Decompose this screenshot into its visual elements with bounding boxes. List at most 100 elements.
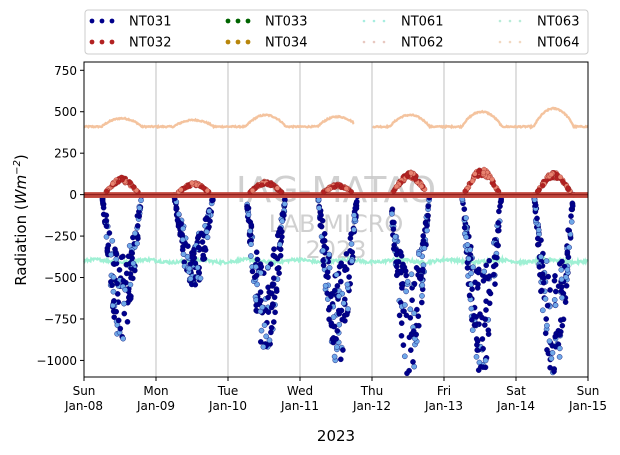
series-NT031-point xyxy=(559,322,566,329)
series-NT032-point xyxy=(184,184,190,190)
series-NT031-point xyxy=(558,276,565,283)
series-NT031-point xyxy=(110,302,116,309)
series-NT031-point xyxy=(187,275,194,282)
series-NT031-point xyxy=(480,345,486,352)
series-NT031-point xyxy=(265,294,271,301)
series-NT031-point xyxy=(185,243,191,249)
grid xyxy=(155,62,517,377)
series-NT032-point xyxy=(413,176,419,182)
series-NT032-point xyxy=(408,170,414,176)
series-NT031-point xyxy=(175,211,182,217)
series-NT031-point xyxy=(128,274,134,281)
legend-entry-nt033: NT033 xyxy=(225,15,307,30)
series-NT031-point xyxy=(418,299,425,306)
series-NT031-point xyxy=(202,247,209,253)
series-NT031-point xyxy=(568,218,575,225)
series-NT031-point xyxy=(551,297,558,303)
series-NT031-point xyxy=(180,225,186,232)
series-NT031-point xyxy=(492,281,498,287)
y-tick-label: −1000 xyxy=(36,354,77,368)
legend-label: NT033 xyxy=(265,15,307,30)
legend-marker xyxy=(89,18,95,24)
legend-entry-nt032: NT032 xyxy=(89,36,171,51)
series-NT031-point xyxy=(128,249,135,256)
legend-marker xyxy=(372,40,376,44)
series-NT031-point xyxy=(192,281,199,288)
series-NT031-point xyxy=(253,263,259,270)
series-NT032-point xyxy=(391,188,397,195)
series-NT031-point xyxy=(475,269,482,276)
series-NT032-point xyxy=(462,188,468,194)
x-tick-label-day: Sun xyxy=(577,384,600,398)
series-NT031-point xyxy=(265,284,271,291)
series-NT031-point xyxy=(415,313,422,320)
series-NT032-point xyxy=(274,185,280,191)
series-NT031-point xyxy=(472,322,479,328)
series-NT031-point xyxy=(281,201,288,207)
series-NT031-point xyxy=(260,344,267,350)
x-tick-label-date: Jan-14 xyxy=(496,399,535,413)
series-NT031-point xyxy=(113,308,119,315)
series-NT031-point xyxy=(113,251,120,258)
y-tick-label: −250 xyxy=(44,230,77,244)
series-NT031-point xyxy=(258,263,265,270)
x-tick-label-date: Jan-09 xyxy=(136,399,175,413)
series-NT031-point xyxy=(334,344,340,350)
legend-marker xyxy=(498,19,502,23)
series-NT032-point xyxy=(204,188,210,194)
series-NT031-point xyxy=(411,280,418,287)
series-NT031-point xyxy=(565,254,572,261)
legend-marker xyxy=(382,40,386,44)
series-NT031-point xyxy=(248,222,255,228)
series-NT031-point xyxy=(138,197,144,204)
legend-marker xyxy=(382,19,386,23)
series-NT031-point xyxy=(480,277,487,284)
legend-marker xyxy=(362,40,366,44)
series-NT032-point xyxy=(249,187,256,194)
y-axis: −1000 −750 −500 −250 0 250 500 750 xyxy=(36,64,84,368)
series-NT031-point xyxy=(535,241,542,248)
series-NT032-point xyxy=(535,188,541,194)
series-NT031-point xyxy=(130,260,137,267)
series-NT031-point xyxy=(352,205,359,211)
series-NT031-point xyxy=(389,210,395,217)
series-NT062-line xyxy=(372,106,589,130)
series-NT031-point xyxy=(421,245,428,251)
legend-marker xyxy=(89,39,95,45)
series-NT031-point xyxy=(398,332,405,339)
series-NT031-point xyxy=(551,277,558,284)
series-NT031-point xyxy=(115,317,122,324)
series-NT031-point xyxy=(272,309,278,316)
series-NT031-point xyxy=(270,275,277,282)
legend-entry-nt031: NT031 xyxy=(89,15,171,30)
series-NT031-point xyxy=(552,333,559,340)
series-NT031-point xyxy=(465,255,472,262)
series-NT031-point xyxy=(531,196,538,203)
legend-marker xyxy=(225,18,231,24)
series-NT031-point xyxy=(348,241,355,247)
series-NT031-point xyxy=(320,262,327,269)
series-NT031-point xyxy=(463,234,470,240)
series-NT031-point xyxy=(419,266,426,273)
x-tick-label-date: Jan-08 xyxy=(64,399,103,413)
series-NT031-point xyxy=(248,241,254,247)
series-NT031-point xyxy=(121,300,127,307)
series-NT032-point xyxy=(110,181,116,187)
series-NT031-point xyxy=(464,265,471,271)
series-NT031-point xyxy=(544,302,551,309)
series-NT032-point xyxy=(394,183,400,189)
legend-marker xyxy=(109,39,115,45)
series-NT031 xyxy=(99,191,577,377)
series-NT031-point xyxy=(180,251,187,257)
series-NT031-point xyxy=(424,227,430,234)
series-NT031-point xyxy=(403,272,410,279)
series-NT031-point xyxy=(558,288,565,295)
y-axis-label: Radiation (Wm−2) xyxy=(12,154,30,286)
series-NT031-point xyxy=(403,288,409,295)
series-NT031-point xyxy=(483,262,490,269)
series-NT031-point xyxy=(472,279,478,286)
y-tick-label: 750 xyxy=(54,64,77,78)
series-NT031-point xyxy=(532,202,539,208)
series-NT031-point xyxy=(552,273,558,279)
series-NT031-point xyxy=(407,314,414,321)
